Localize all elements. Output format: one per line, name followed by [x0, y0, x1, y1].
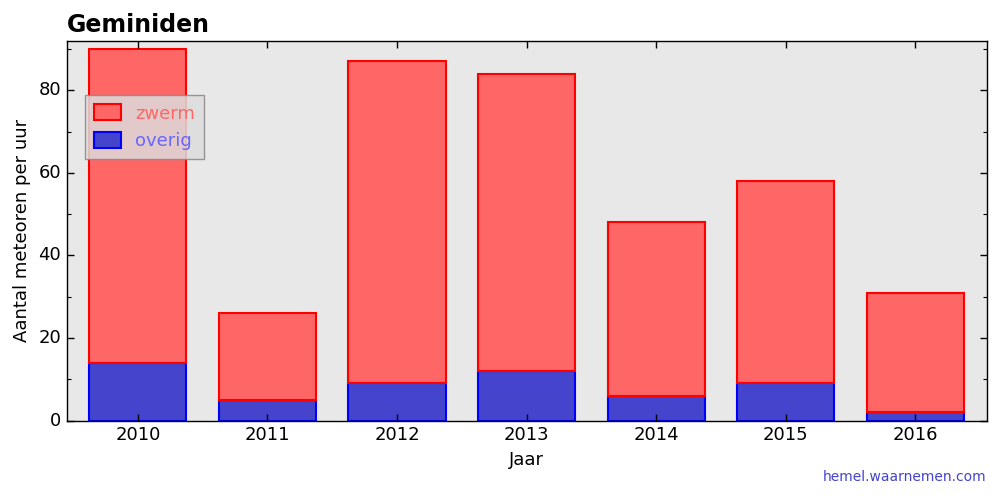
Bar — [89, 363, 186, 420]
Bar — [89, 49, 186, 363]
Text: Geminiden: Geminiden — [67, 14, 210, 38]
Bar — [478, 371, 575, 420]
Bar — [219, 400, 316, 420]
Bar — [608, 396, 705, 420]
Bar — [867, 292, 964, 412]
Bar — [219, 314, 316, 400]
Bar — [867, 412, 964, 420]
Legend: zwerm, overig: zwerm, overig — [85, 96, 204, 159]
Bar — [608, 222, 705, 396]
Text: hemel.waarnemen.com: hemel.waarnemen.com — [823, 470, 987, 484]
Y-axis label: Aantal meteoren per uur: Aantal meteoren per uur — [13, 119, 31, 342]
Bar — [478, 74, 575, 371]
Bar — [348, 384, 446, 420]
Bar — [348, 62, 446, 384]
Bar — [737, 181, 834, 384]
Bar — [737, 384, 834, 420]
X-axis label: Jaar: Jaar — [509, 451, 544, 469]
